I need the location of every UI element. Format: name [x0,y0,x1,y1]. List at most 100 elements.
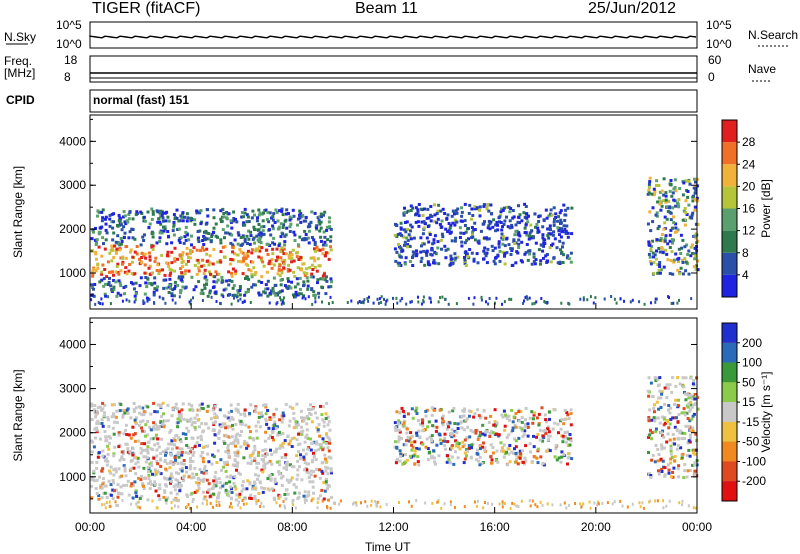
power-cell [247,229,251,233]
velocity-cell [234,463,238,467]
velocity-cell [240,422,244,426]
power-cell [190,234,193,238]
velocity-cell [303,461,307,465]
power-cell [665,217,669,221]
velocity-cell [662,417,666,421]
velocity-cell [218,408,222,412]
power-cell [655,238,659,242]
velocity-cell [178,416,182,420]
power-cell [300,215,304,219]
power-cell [131,236,135,240]
power-cell [535,222,539,226]
power-cell [227,283,231,287]
power-cell [281,232,285,236]
velocity-cell [118,475,122,479]
velocity-cell [249,403,253,407]
power-cell [157,217,161,221]
velocity-cell [140,442,144,446]
power-cell [305,276,309,280]
velocity-noise-cell [292,503,295,506]
velocity-cell [556,422,560,426]
power-cell [241,251,245,255]
velocity-cell [656,416,660,420]
velocity-cell [646,389,650,393]
xtick-label: 04:00 [176,520,206,534]
velocity-cell [209,417,213,421]
velocity-noise-cell [236,503,239,507]
power-cell [285,208,289,212]
velocity-cell [463,438,467,442]
power-cell [271,252,275,256]
velocity-cell [522,433,526,437]
power-cell [262,290,266,294]
power-cell [110,220,114,224]
power-cell [250,275,254,279]
power-cell [258,211,262,215]
velocity-cell [654,444,658,447]
power-cell [517,238,521,242]
power-cell [566,206,570,210]
power-cell [104,222,108,226]
velocity-cell [173,456,177,460]
velocity-noise-cell [463,505,466,509]
velocity-noise-cell [515,504,518,508]
velocity-cell [218,423,222,427]
power-cell [115,294,119,298]
velocity-cell [253,458,257,462]
power-cell [262,209,266,213]
power-cell [144,276,148,279]
velocity-cell [223,441,226,445]
power-noise-cell [544,301,547,304]
power-cell [179,214,183,218]
velocity-cell [688,469,692,472]
velocity-cell [150,483,154,486]
power-cell [533,262,537,266]
power-noise-cell [447,302,450,306]
power-cell [244,256,248,260]
velocity-cell [193,490,197,494]
velocity-noise-cell [596,500,599,504]
power-colorbar-label: 8 [742,246,749,260]
velocity-cell [90,402,94,406]
velocity-noise-cell [528,499,531,503]
power-cell [173,259,177,263]
power-cell [306,225,310,229]
power-cell [500,207,504,211]
power-cell [308,266,312,270]
velocity-cell [668,411,672,415]
power-cell [288,215,292,219]
velocity-noise-cell [410,504,413,508]
power-cell [470,207,474,211]
power-cell [674,204,678,208]
power-noise-cell [146,299,149,303]
velocity-cell [152,425,156,429]
velocity-cell [100,422,104,425]
velocity-cell [146,450,150,454]
velocity-cell [286,434,290,438]
power-cell [141,235,145,239]
power-cell [560,230,564,233]
velocity-cell [206,404,210,408]
velocity-cell [191,472,195,476]
velocity-cell [477,459,481,463]
power-cell [266,253,270,256]
velocity-cell [145,448,149,452]
velocity-cell [554,444,558,447]
velocity-noise-cell [687,504,690,508]
power-cell [319,212,323,216]
power-cell [687,249,691,253]
power-cell [512,240,516,243]
power-cell [249,234,253,238]
power-cell [170,294,174,298]
power-noise-cell [357,301,360,305]
power-cell [433,213,437,217]
power-cell [202,263,206,267]
power-cell [446,230,450,234]
power-cell [118,248,121,252]
power-cell [223,245,227,249]
velocity-cell [675,416,678,420]
velocity-cell [456,427,460,430]
power-cell [219,238,223,242]
velocity-cell [149,412,153,416]
velocity-cell [270,473,274,476]
